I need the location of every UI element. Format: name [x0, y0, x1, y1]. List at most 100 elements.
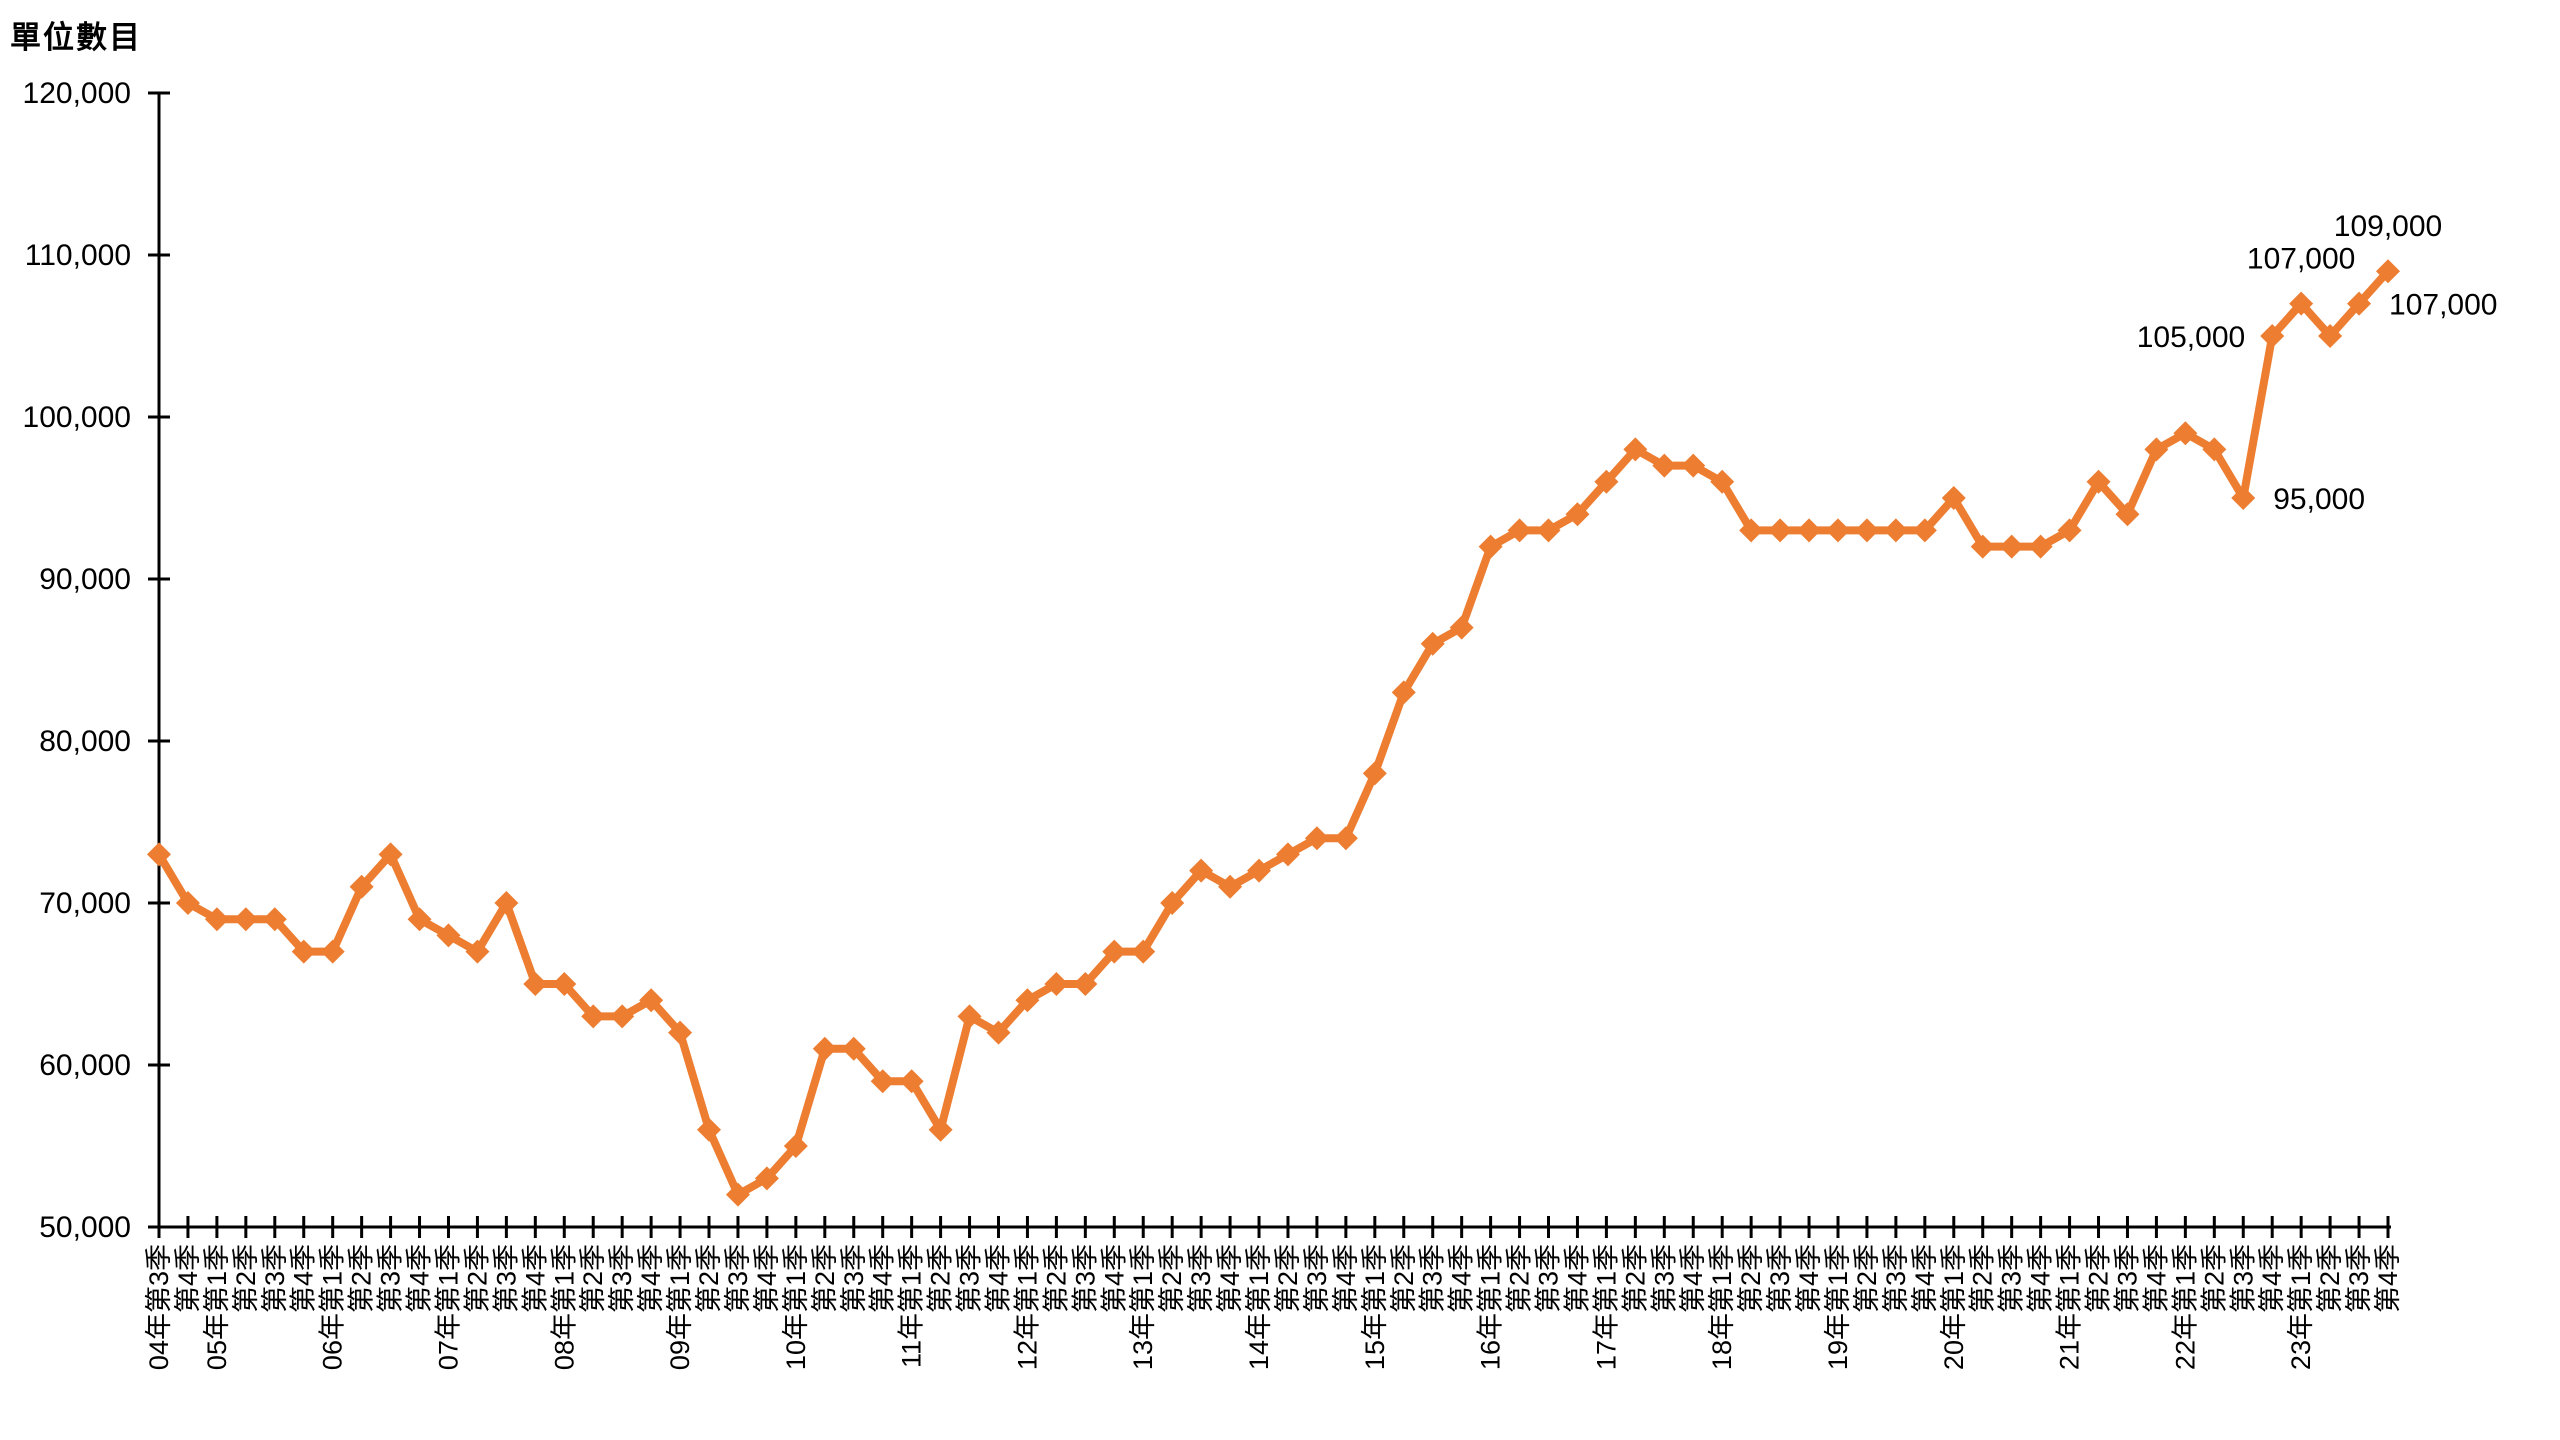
data-point	[1218, 874, 1243, 899]
x-tick-label: 第2季	[1273, 1244, 1303, 1313]
x-tick-label: 17年第1季	[1591, 1244, 1621, 1370]
data-point	[1073, 972, 1098, 996]
data-point	[2028, 534, 2053, 559]
data-point	[1275, 842, 1300, 867]
data-point	[899, 1069, 924, 1094]
x-tick-label: 第4季	[173, 1244, 203, 1313]
x-tick-label: 第4季	[636, 1244, 666, 1313]
data-point	[1189, 858, 1214, 883]
x-tick-label: 第4季	[1215, 1244, 1245, 1313]
x-tick-label: 第4季	[1331, 1244, 1361, 1313]
y-tick-label: 70,000	[39, 887, 131, 920]
x-tick-label: 第2季	[1157, 1244, 1187, 1313]
x-tick-marks	[157, 1216, 2390, 1238]
data-point	[1362, 761, 1387, 786]
x-tick-label: 第4季	[2141, 1244, 2171, 1313]
data-point	[407, 907, 432, 932]
x-tick-label: 22年第1季	[2170, 1244, 2200, 1370]
x-tick-label: 第3季	[376, 1244, 406, 1313]
data-label: 105,000	[2137, 321, 2245, 354]
data-point	[1797, 518, 1822, 543]
x-tick-label: 第2季	[1389, 1244, 1419, 1313]
x-tick-label: 第4季	[405, 1244, 435, 1313]
data-point	[1768, 518, 1793, 543]
data-point	[812, 1036, 837, 1061]
data-point	[725, 1182, 750, 1207]
data-point	[378, 842, 403, 867]
x-tick-label: 15年第1季	[1360, 1244, 1390, 1370]
x-tick-label: 第3季	[260, 1244, 290, 1313]
data-point	[2231, 486, 2256, 510]
series-markers	[147, 259, 2400, 1207]
data-point	[2086, 469, 2111, 494]
x-tick-label: 第4季	[752, 1244, 782, 1313]
x-tick-label: 第2季	[1852, 1244, 1882, 1313]
data-label: 109,000	[2334, 210, 2442, 243]
data-point	[870, 1069, 895, 1094]
y-tick-label: 120,000	[23, 77, 131, 110]
x-tick-label: 第2季	[926, 1244, 956, 1313]
x-tick-label: 13年第1季	[1128, 1244, 1158, 1370]
data-label: 95,000	[2273, 483, 2365, 516]
data-point	[986, 1020, 1011, 1045]
data-point	[494, 891, 519, 915]
data-point	[2202, 437, 2227, 462]
y-axis-title: 單位數目	[10, 20, 142, 55]
x-tick-label: 第3季	[607, 1244, 637, 1313]
data-point	[320, 939, 345, 964]
x-tick-label: 第3季	[1070, 1244, 1100, 1313]
data-point	[2057, 518, 2082, 543]
x-tick-label: 第2季	[2199, 1244, 2229, 1313]
x-tick-label: 第4季	[1099, 1244, 1129, 1313]
x-tick-label: 第4季	[2373, 1244, 2403, 1313]
y-tick-label: 80,000	[39, 725, 131, 758]
x-tick-label: 第2季	[2084, 1244, 2114, 1313]
x-tick-label: 第4季	[1678, 1244, 1708, 1313]
data-point	[610, 1004, 635, 1029]
x-tick-label: 第4季	[2257, 1244, 2287, 1313]
data-point	[233, 907, 258, 932]
x-tick-label: 第4季	[983, 1244, 1013, 1313]
data-label: 107,000	[2247, 243, 2355, 276]
x-tick-label: 第4季	[1562, 1244, 1592, 1313]
data-point	[1507, 518, 1532, 543]
data-point	[1015, 988, 1040, 1013]
x-tick-label: 第3季	[1997, 1244, 2027, 1313]
y-tick-label: 110,000	[25, 239, 131, 272]
x-tick-label: 12年第1季	[1012, 1244, 1042, 1370]
data-point	[639, 988, 664, 1013]
data-point	[2289, 291, 2314, 316]
data-point	[2260, 324, 2285, 348]
data-point	[754, 1166, 779, 1191]
x-tick-label: 第2季	[231, 1244, 261, 1313]
x-tick-label: 第2季	[462, 1244, 492, 1313]
x-tick-label: 第2季	[1505, 1244, 1535, 1313]
x-tick-labels: 04年第3季第4季05年第1季第2季第3季第4季06年第1季第2季第3季第4季0…	[144, 1244, 2403, 1370]
x-tick-label: 第2季	[578, 1244, 608, 1313]
series-line	[155, 267, 2392, 1199]
data-point	[1160, 891, 1185, 915]
data-point	[2144, 437, 2169, 462]
x-tick-label: 第4季	[520, 1244, 550, 1313]
data-point	[1999, 534, 2024, 559]
data-point	[552, 972, 577, 996]
x-tick-label: 第3季	[1765, 1244, 1795, 1313]
data-point	[2173, 421, 2198, 446]
data-point	[928, 1117, 953, 1142]
data-point	[1912, 518, 1937, 543]
x-tick-label: 第4季	[1794, 1244, 1824, 1313]
x-tick-label: 第4季	[2026, 1244, 2056, 1313]
x-tick-label: 第3季	[2344, 1244, 2374, 1313]
x-tick-label: 第2季	[810, 1244, 840, 1313]
data-point	[1247, 858, 1272, 883]
y-tick-label: 100,000	[23, 401, 131, 434]
x-tick-label: 05年第1季	[202, 1244, 232, 1370]
x-tick-label: 第3季	[1649, 1244, 1679, 1313]
x-tick-label: 第3季	[1881, 1244, 1911, 1313]
x-tick-label: 07年第1季	[433, 1244, 463, 1370]
data-point	[523, 972, 548, 996]
axes	[157, 93, 2391, 1229]
data-point	[1739, 518, 1764, 543]
